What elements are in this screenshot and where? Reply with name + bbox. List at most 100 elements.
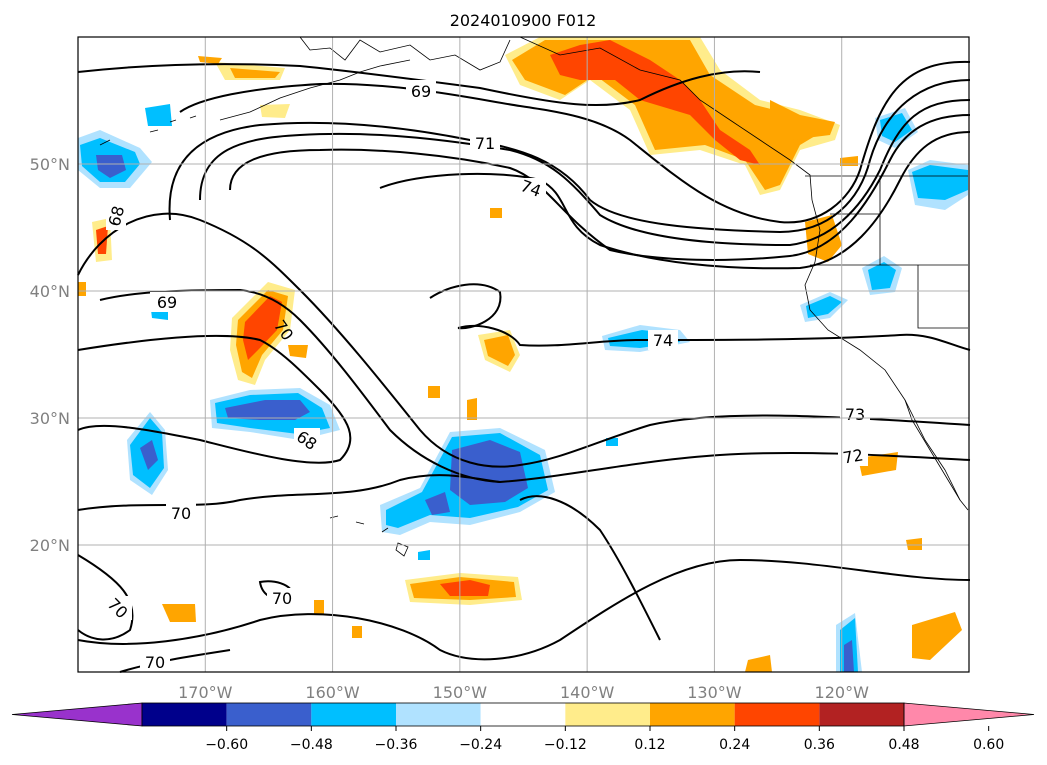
positive-anomaly-patch — [484, 335, 515, 366]
positive-anomaly-patch — [198, 56, 222, 64]
lon-tick-label: 120°W — [815, 683, 870, 702]
colorbar-segment — [226, 703, 312, 726]
colorbar-segment — [565, 703, 650, 726]
colorbar-tick-label: −0.48 — [290, 737, 333, 753]
colorbar-tick-label: 0.36 — [804, 737, 835, 753]
contour-line — [119, 649, 231, 673]
contour-label: 71 — [475, 134, 495, 153]
contour-line — [77, 558, 971, 661]
colorbar-tick-label: −0.12 — [544, 737, 587, 753]
contour-label: 68 — [105, 204, 129, 229]
colorbar-extend-low — [11, 702, 143, 727]
contour-label: 74 — [653, 331, 673, 350]
contour-label: 70 — [145, 653, 165, 672]
aleutian-islands — [99, 115, 197, 146]
positive-anomaly-patch — [260, 104, 290, 118]
positive-anomaly-patch — [912, 612, 962, 660]
contour-line — [77, 554, 134, 641]
anomaly-fill-layer — [78, 37, 968, 672]
contour-line — [77, 334, 352, 464]
hawaii-islands — [329, 515, 409, 557]
negative-anomaly-patch — [844, 640, 854, 672]
colorbar-tick-label: −0.60 — [205, 737, 248, 753]
contour-line — [519, 495, 661, 641]
negative-anomaly-patch — [425, 492, 450, 515]
positive-anomaly-patch — [770, 100, 835, 140]
positive-anomaly-patch — [745, 655, 772, 672]
contour-line — [429, 283, 502, 330]
colorbar-segment — [142, 703, 227, 726]
contour-label: 72 — [841, 445, 864, 467]
colorbar-tick-label: 0.12 — [634, 737, 665, 753]
map-title: 2024010900 F012 — [450, 11, 597, 30]
positive-anomaly-patch — [96, 226, 108, 254]
colorbar-tick-label: 0.60 — [973, 737, 1004, 753]
positive-anomaly-patch — [428, 386, 440, 398]
contour-label: 69 — [411, 82, 431, 101]
lat-tick-label: 40°N — [30, 282, 70, 301]
contour-line — [229, 114, 971, 261]
positive-anomaly-patch — [230, 68, 280, 78]
colorbar-outline — [141, 702, 905, 727]
contour-label: 69 — [157, 293, 177, 312]
colorbar-segment — [819, 703, 904, 726]
colorbar-tick-label: 0.24 — [719, 737, 750, 753]
colorbar-segment — [480, 703, 566, 726]
contour-layer — [77, 60, 971, 673]
lon-tick-label: 150°W — [433, 683, 488, 702]
colorbar: −0.60 −0.48 −0.36 −0.24 −0.12 0.12 0.24 0.36 0.4… — [11, 702, 1035, 753]
contour-line — [77, 474, 501, 511]
positive-anomaly-patch — [162, 604, 196, 622]
contour-line — [179, 60, 971, 224]
positive-anomaly-patch — [243, 296, 282, 360]
map-frame — [77, 36, 970, 673]
lat-tick-label: 30°N — [30, 409, 70, 428]
colorbar-segment — [650, 703, 735, 726]
contour-label-layer: 69 71 74 68 69 70 68 74 73 72 70 70 70 — [104, 80, 870, 672]
positive-anomaly-patch — [288, 345, 308, 358]
negative-anomaly-patch — [418, 550, 430, 560]
negative-anomaly-patch — [96, 155, 126, 178]
na-west-coastline — [804, 199, 969, 511]
lon-tick-label: 130°W — [687, 683, 742, 702]
positive-anomaly-patch — [490, 208, 502, 218]
negative-anomaly-patch — [606, 438, 618, 446]
lat-tick-label: 50°N — [30, 155, 70, 174]
positive-anomaly-patch — [906, 538, 922, 550]
negative-anomaly-patch — [145, 104, 172, 126]
contour-line — [199, 99, 971, 247]
lon-tick-label: 170°W — [178, 683, 233, 702]
contour-line — [168, 79, 971, 234]
positive-anomaly-patch — [352, 626, 362, 638]
negative-anomaly-patch — [912, 165, 968, 200]
graticule-layer — [78, 37, 969, 672]
lon-tick-label: 160°W — [305, 683, 360, 702]
positive-anomaly-patch — [467, 398, 477, 420]
negative-anomaly-patch — [868, 262, 896, 290]
lon-tick-label: 140°W — [560, 683, 615, 702]
map-plot-area: 69 71 74 68 69 70 68 74 73 72 70 70 70 — [77, 36, 971, 673]
colorbar-segment — [396, 703, 481, 726]
negative-anomaly-patch — [806, 296, 842, 318]
contour-label: 73 — [845, 405, 865, 424]
colorbar-extend-high — [903, 702, 1035, 727]
positive-anomaly-patch — [440, 580, 490, 596]
lat-tick-label: 20°N — [30, 536, 70, 555]
negative-anomaly-patch — [450, 440, 528, 505]
positive-anomaly-patch — [78, 282, 86, 296]
colorbar-segment — [311, 703, 396, 726]
baja-coastline — [904, 399, 961, 501]
positive-anomaly-patch — [550, 40, 760, 165]
negative-anomaly-patch — [225, 400, 310, 420]
contour-line — [99, 288, 971, 484]
colorbar-tick-label: −0.36 — [375, 737, 418, 753]
contour-line — [77, 63, 761, 107]
colorbar-tick-label: 0.48 — [888, 737, 919, 753]
colorbar-tick-label: −0.24 — [459, 737, 502, 753]
colorbar-segment — [734, 703, 820, 726]
contour-label: 70 — [272, 589, 292, 608]
negative-anomaly-patch — [140, 440, 158, 470]
positive-anomaly-patch — [314, 600, 324, 614]
contour-label: 70 — [171, 504, 191, 523]
